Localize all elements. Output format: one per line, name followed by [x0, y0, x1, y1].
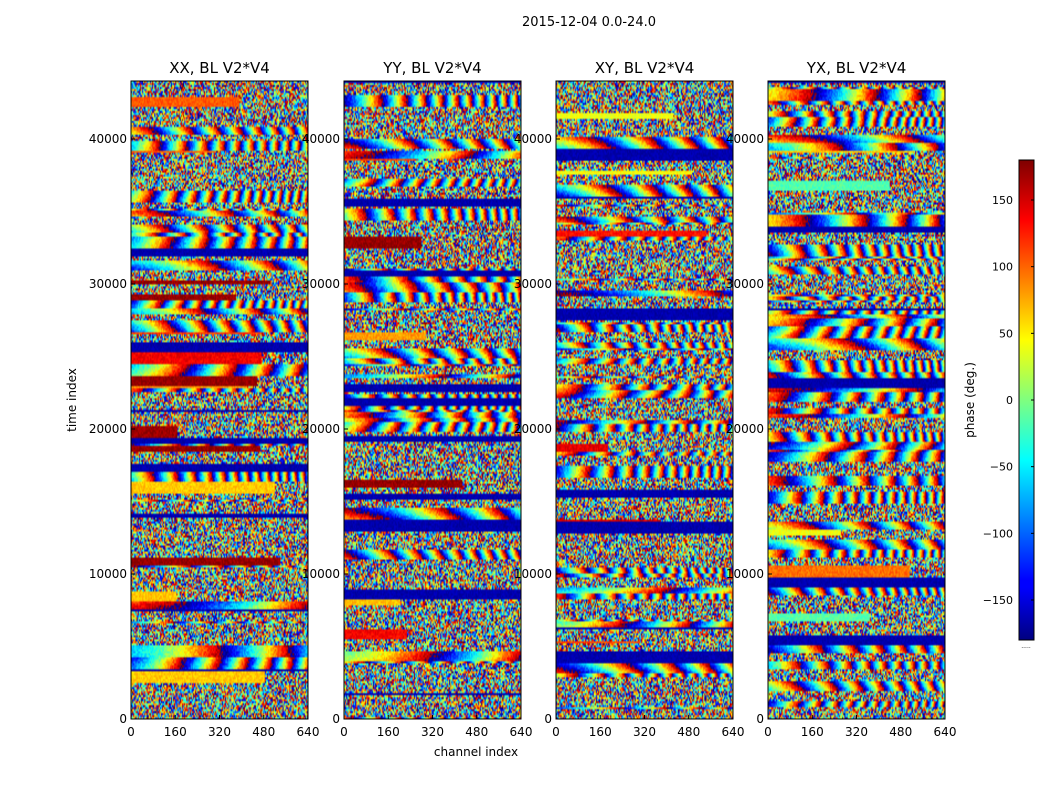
colorbar: −150 −100 −50 0 50 100 150 phase (deg.) .....	[963, 159, 1035, 650]
heatmap-image-0	[131, 81, 308, 719]
y-tick-label: 10000	[514, 567, 552, 581]
y-tick-label: 30000	[302, 277, 340, 291]
x-tick-label: 320	[633, 725, 656, 739]
x-tick-label: 320	[845, 725, 868, 739]
colorbar-tick-label: 100	[992, 261, 1013, 274]
y-tick-label: 40000	[514, 132, 552, 146]
colorbar-tick-label: −150	[983, 594, 1013, 607]
colorbar-tick-label: 0	[1006, 394, 1013, 407]
colorbar-dotted-caption: .....	[1021, 643, 1031, 650]
y-tick-label: 10000	[302, 567, 340, 581]
x-axis-label: channel index	[434, 745, 518, 759]
x-tick-label: 480	[889, 725, 912, 739]
y-tick-label: 40000	[726, 132, 764, 146]
panels: XX, BL V2*V4 0 160 320 480 640 0 10000 20000 3000…	[89, 59, 957, 739]
x-tick-label: 640	[722, 725, 745, 739]
y-tick-label: 10000	[726, 567, 764, 581]
y-tick-label: 40000	[89, 132, 127, 146]
x-tick-label: 640	[510, 725, 533, 739]
x-tick-label: 0	[764, 725, 772, 739]
y-tick-label: 20000	[514, 422, 552, 436]
y-tick-label: 30000	[726, 277, 764, 291]
x-tick-label: 640	[297, 725, 320, 739]
colorbar-tick-label: −50	[990, 461, 1013, 474]
figure-title: 2015-12-04 0.0-24.0	[522, 15, 656, 30]
x-tick-label: 0	[127, 725, 135, 739]
panel-title-1: YY, BL V2*V4	[382, 59, 481, 77]
panel-1: YY, BL V2*V4 0 160 320 480 640 0 10000 20000 3000…	[302, 59, 533, 739]
x-tick-label: 320	[421, 725, 444, 739]
y-tick-label: 20000	[302, 422, 340, 436]
y-tick-label: 0	[544, 712, 552, 726]
x-tick-label: 480	[252, 725, 275, 739]
x-tick-label: 0	[340, 725, 348, 739]
x-tick-label: 640	[934, 725, 957, 739]
colorbar-tick-label: −100	[983, 527, 1013, 540]
heatmap-image-2	[556, 81, 733, 719]
y-axis-label: time index	[65, 368, 79, 432]
panel-title-0: XX, BL V2*V4	[169, 59, 270, 77]
x-tick-label: 160	[589, 725, 612, 739]
colorbar-ticks: −150 −100 −50 0 50 100 150	[983, 194, 1034, 607]
panel-2: XY, BL V2*V4 0 160 320 480 640 0 10000 20000 3000…	[514, 59, 745, 739]
panel-0: XX, BL V2*V4 0 160 320 480 640 0 10000 20000 3000…	[89, 59, 320, 739]
y-tick-label: 0	[119, 712, 127, 726]
y-tick-label: 20000	[89, 422, 127, 436]
panel-title-2: XY, BL V2*V4	[595, 59, 695, 77]
x-tick-label: 480	[465, 725, 488, 739]
y-tick-label: 20000	[726, 422, 764, 436]
x-tick-label: 160	[164, 725, 187, 739]
colorbar-tick-label: 150	[992, 194, 1013, 207]
x-tick-label: 320	[208, 725, 231, 739]
x-tick-label: 160	[377, 725, 400, 739]
y-tick-label: 0	[332, 712, 340, 726]
y-tick-label: 30000	[514, 277, 552, 291]
x-tick-label: 0	[552, 725, 560, 739]
y-tick-label: 0	[756, 712, 764, 726]
y-tick-label: 10000	[89, 567, 127, 581]
y-tick-label: 40000	[302, 132, 340, 146]
panel-3: YX, BL V2*V4 0 160 320 480 640 0 10000 20000 3000…	[726, 59, 957, 739]
x-tick-label: 160	[801, 725, 824, 739]
heatmap-image-3	[768, 81, 945, 719]
x-tick-label: 480	[677, 725, 700, 739]
panel-title-3: YX, BL V2*V4	[806, 59, 907, 77]
y-tick-label: 30000	[89, 277, 127, 291]
heatmap-image-1	[344, 81, 521, 719]
colorbar-tick-label: 50	[999, 327, 1013, 340]
colorbar-label: phase (deg.)	[963, 362, 977, 438]
